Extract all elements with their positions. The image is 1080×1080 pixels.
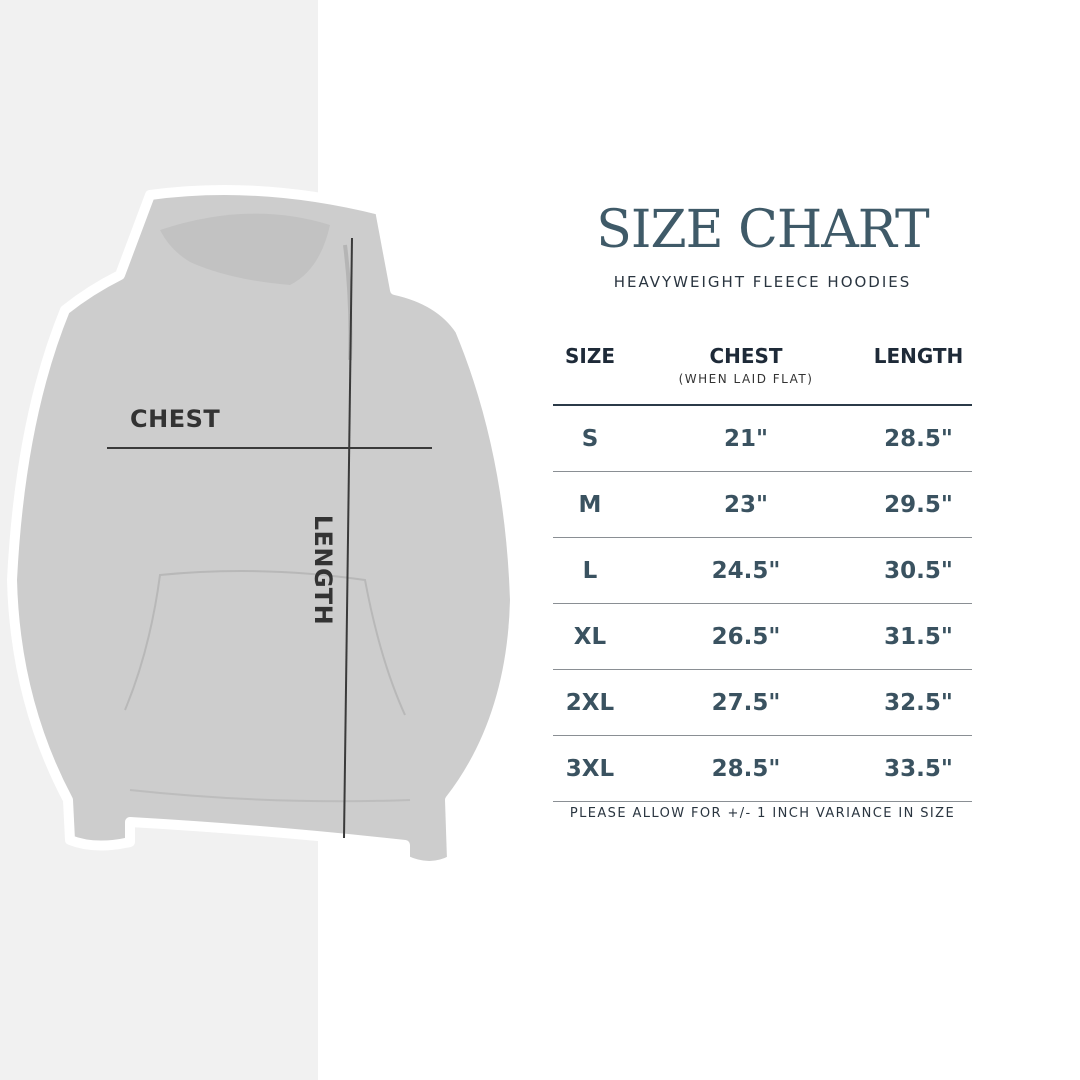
table-row: XL 26.5" 31.5": [553, 603, 972, 670]
column-header-size: SIZE: [553, 340, 627, 406]
size-cell: S: [553, 405, 627, 472]
hoodie-illustration: [7, 185, 520, 871]
length-cell: 28.5": [865, 405, 972, 472]
chest-cell: 27.5": [627, 669, 865, 736]
page-subtitle: HEAVYWEIGHT FLEECE HOODIES: [613, 273, 912, 291]
chest-measure-label: CHEST: [130, 405, 221, 433]
length-cell: 33.5": [865, 735, 972, 802]
column-header-length: LENGTH: [865, 340, 972, 406]
chest-cell: 26.5": [627, 603, 865, 670]
length-cell: 31.5": [865, 603, 972, 670]
size-cell: 3XL: [553, 735, 627, 802]
size-cell: 2XL: [553, 669, 627, 736]
hood-opening: [160, 213, 330, 285]
size-table: SIZE CHEST (WHEN LAID FLAT) LENGTH S 21" 28…: [553, 340, 972, 802]
hoodie-body: [7, 185, 520, 871]
length-cell: 30.5": [865, 537, 972, 604]
size-cell: M: [553, 471, 627, 538]
chest-cell: 24.5": [627, 537, 865, 604]
size-cell: L: [553, 537, 627, 604]
table-header-row: SIZE CHEST (WHEN LAID FLAT) LENGTH: [553, 340, 972, 406]
chest-cell: 21": [627, 405, 865, 472]
length-measure-label: LENGTH: [309, 514, 337, 626]
length-cell: 32.5": [865, 669, 972, 736]
table-row: L 24.5" 30.5": [553, 537, 972, 604]
column-header-chest: CHEST (WHEN LAID FLAT): [627, 340, 865, 406]
variance-note: PLEASE ALLOW FOR +/- 1 INCH VARIANCE IN …: [569, 806, 956, 821]
pocket-outline: [124, 570, 406, 716]
length-measure-line: [343, 237, 353, 839]
table-row: 3XL 28.5" 33.5": [553, 735, 972, 802]
waistband-seam: [129, 789, 411, 803]
chest-cell: 28.5": [627, 735, 865, 802]
table-row: S 21" 28.5": [553, 405, 972, 472]
page-title: SIZE CHART: [596, 200, 929, 260]
chest-column-note: (WHEN LAID FLAT): [678, 372, 814, 386]
chest-cell: 23": [627, 471, 865, 538]
table-row: M 23" 29.5": [553, 471, 972, 538]
size-cell: XL: [553, 603, 627, 670]
table-row: 2XL 27.5" 32.5": [553, 669, 972, 736]
length-cell: 29.5": [865, 471, 972, 538]
